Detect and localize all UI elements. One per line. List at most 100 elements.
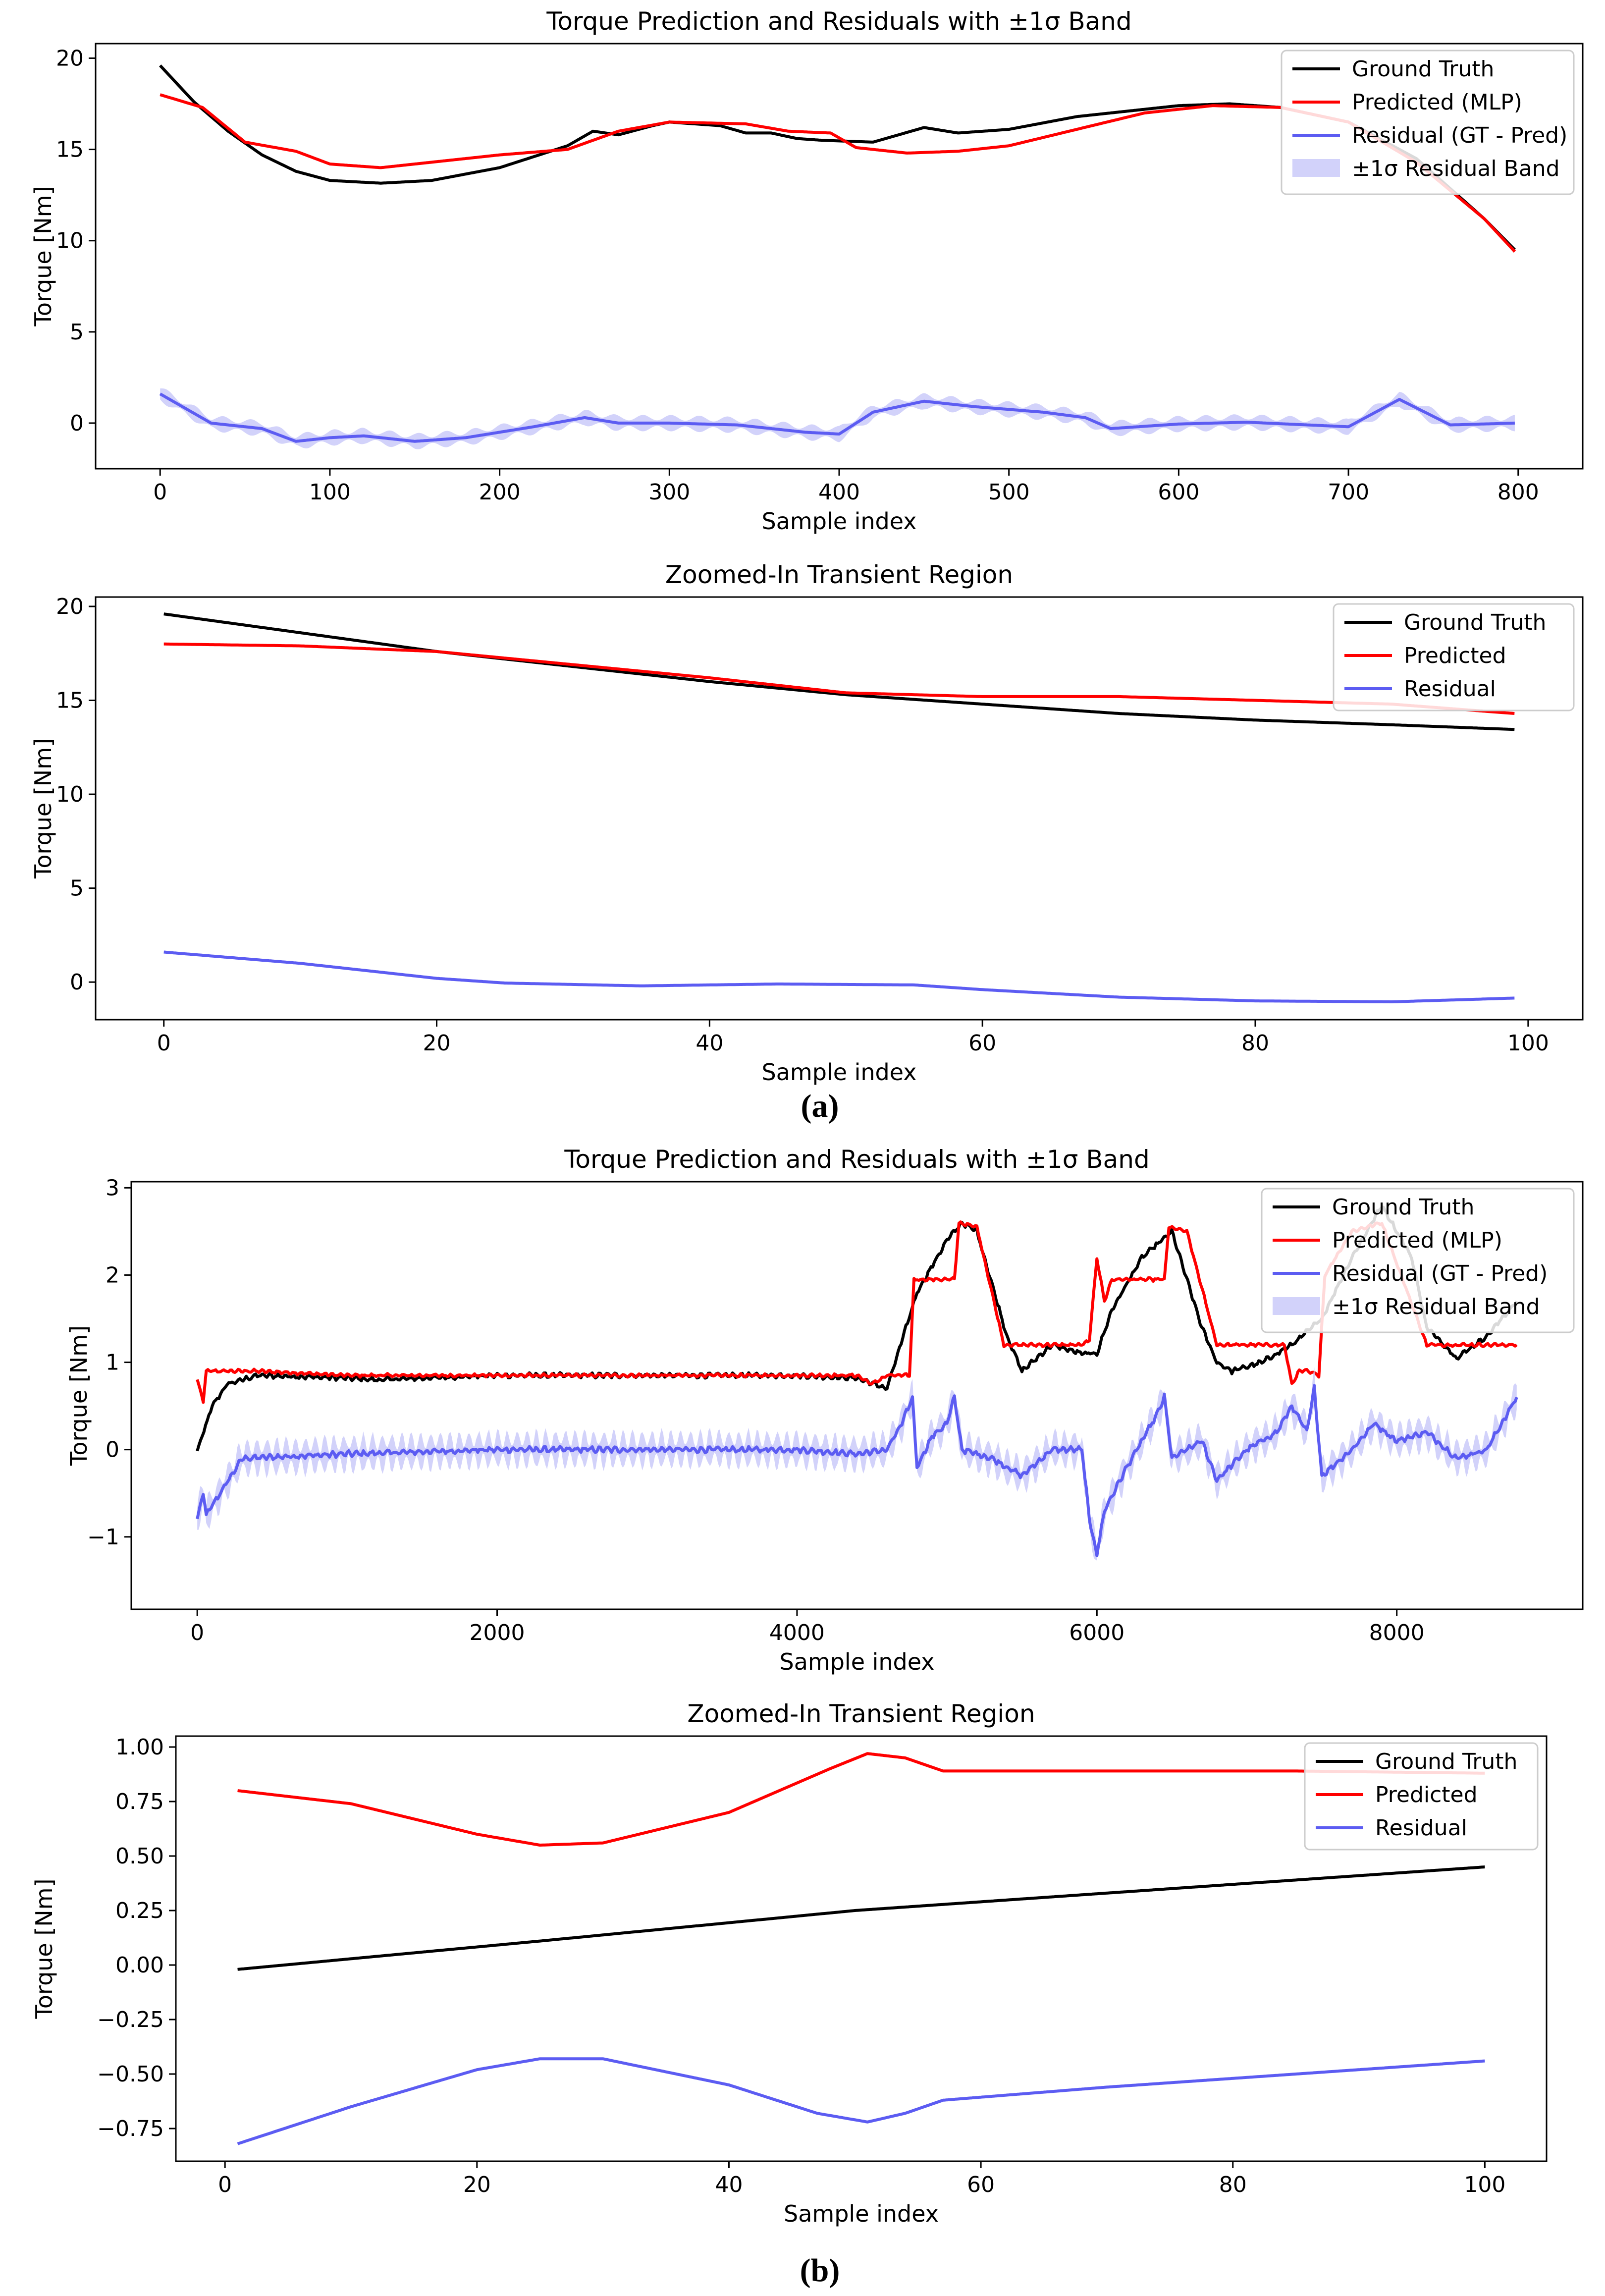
y-tick-label: −0.75	[97, 2116, 164, 2141]
chart-title: Torque Prediction and Residuals with ±1σ…	[546, 7, 1131, 36]
legend-entry: Ground Truth	[1332, 1195, 1474, 1220]
x-tick-label: 80	[1219, 2172, 1247, 2197]
x-tick-label: 0	[218, 2172, 232, 2197]
plot-area	[196, 1205, 1518, 1561]
x-tick-label: 0	[153, 480, 167, 505]
series-line-residual-gt-pred	[196, 1384, 1518, 1557]
y-tick-label: −0.50	[97, 2062, 164, 2087]
y-tick-label: 3	[106, 1175, 119, 1201]
y-tick-label: −0.25	[97, 2007, 164, 2032]
axes-frame	[95, 596, 1584, 1021]
axes-frame	[175, 1735, 1548, 2162]
legend: Ground Truth Predicted (MLP) Residual (GT …	[1261, 1188, 1575, 1333]
legend-entry: Predicted	[1375, 1782, 1478, 1807]
x-tick-label: 2000	[470, 1620, 525, 1645]
y-tick-label: 0	[70, 970, 84, 995]
x-axis-label: Sample index	[762, 1059, 917, 1086]
legend-entry: ±1σ Residual Band	[1352, 156, 1560, 181]
x-tick-label: 20	[463, 2172, 491, 2197]
x-tick-label: 80	[1241, 1031, 1269, 1056]
y-axis-label: Torque [Nm]	[31, 1879, 57, 2020]
y-tick-label: 0	[106, 1437, 119, 1463]
y-tick-label: 2	[106, 1262, 119, 1288]
series-line-predicted	[237, 1752, 1485, 1847]
y-tick-label: 15	[56, 137, 84, 163]
x-tick-label: 200	[479, 480, 521, 505]
legend-entry: Ground Truth	[1404, 610, 1546, 635]
legend-entry: ±1σ Residual Band	[1332, 1294, 1540, 1319]
legend-entry: Ground Truth	[1375, 1749, 1517, 1774]
x-axis-label: Sample index	[762, 508, 917, 535]
chart-title: Zoomed-In Transient Region	[687, 1699, 1035, 1728]
x-tick-label: 40	[696, 1031, 723, 1056]
legend-entry: Residual	[1404, 676, 1496, 702]
y-tick-label: 1.00	[115, 1735, 164, 1760]
x-tick-label: 600	[1158, 480, 1199, 505]
chart-title: Torque Prediction and Residuals with ±1σ…	[564, 1145, 1149, 1174]
x-axis-label: Sample index	[780, 1648, 935, 1675]
y-axis-label: Torque [Nm]	[65, 1325, 92, 1466]
panel-label-a: (a)	[801, 1088, 839, 1124]
legend-box	[1261, 1188, 1575, 1333]
x-tick-label: 100	[309, 480, 351, 505]
legend-entry: Residual	[1375, 1815, 1467, 1841]
y-tick-label: 0.75	[115, 1789, 164, 1814]
legend: Ground Truth Predicted (MLP) Residual (GT …	[1281, 50, 1575, 195]
legend-entry: Predicted (MLP)	[1332, 1228, 1502, 1253]
series-line-residual-gt-pred	[159, 392, 1515, 443]
y-tick-label: 10	[56, 228, 84, 254]
y-tick-label: 10	[56, 782, 84, 807]
series-line-residual	[163, 950, 1515, 1003]
chart-3: Torque Prediction and Residuals with ±1σ…	[65, 1145, 1584, 1675]
legend-entry: Residual (GT - Pred)	[1332, 1261, 1548, 1286]
series-line-ground-truth	[163, 612, 1515, 731]
x-tick-label: 0	[190, 1620, 204, 1645]
y-tick-label: −1	[87, 1525, 119, 1550]
x-tick-label: 4000	[769, 1620, 825, 1645]
x-tick-label: 300	[648, 480, 690, 505]
y-axis-label: Torque [Nm]	[30, 186, 56, 327]
x-tick-label: 100	[1507, 1031, 1549, 1056]
legend-entry: Residual (GT - Pred)	[1352, 123, 1567, 148]
legend-band-swatch	[1292, 159, 1340, 177]
x-axis-label: Sample index	[784, 2200, 939, 2227]
residual-band	[160, 388, 1515, 449]
x-tick-label: 6000	[1069, 1620, 1124, 1645]
x-tick-label: 8000	[1369, 1620, 1425, 1645]
legend-box	[1333, 603, 1575, 711]
chart-4: Zoomed-In Transient Region 0 20 40 60 80 100 −0…	[31, 1699, 1548, 2227]
panel-label-b: (b)	[800, 2252, 840, 2289]
residual-band	[197, 1367, 1517, 1561]
x-tick-label: 400	[818, 480, 860, 505]
legend-band-swatch	[1273, 1297, 1320, 1315]
y-tick-label: 1	[106, 1350, 119, 1375]
legend: Ground Truth Predicted Residual	[1333, 603, 1575, 711]
legend-box	[1281, 50, 1575, 195]
legend-entry: Predicted	[1404, 643, 1506, 668]
y-tick-label: 5	[70, 876, 84, 901]
y-tick-label: 5	[70, 320, 84, 345]
y-tick-label: 20	[56, 46, 84, 71]
plot-area	[237, 1752, 1485, 2145]
series-line-predicted	[163, 642, 1515, 715]
x-tick-label: 800	[1498, 480, 1539, 505]
y-tick-label: 0	[70, 411, 84, 436]
legend-entry: Ground Truth	[1352, 56, 1494, 82]
series-line-ground-truth	[237, 1865, 1485, 1971]
y-tick-label: 0.25	[115, 1898, 164, 1923]
series-line-predicted-mlp	[196, 1220, 1518, 1404]
x-tick-label: 60	[968, 1031, 996, 1056]
x-tick-label: 20	[423, 1031, 451, 1056]
y-tick-label: 0.50	[115, 1844, 164, 1869]
x-tick-label: 700	[1328, 480, 1369, 505]
y-tick-label: 0.00	[115, 1953, 164, 1978]
y-axis-label: Torque [Nm]	[30, 738, 56, 879]
series-line-residual	[237, 2057, 1485, 2145]
axes-frame	[130, 1181, 1584, 1610]
chart-2: Zoomed-In Transient Region 0 20 40 60 80 100 0 5…	[30, 560, 1584, 1086]
y-tick-label: 15	[56, 688, 84, 713]
x-tick-label: 100	[1464, 2172, 1505, 2197]
plot-area	[163, 612, 1515, 1003]
x-tick-label: 0	[157, 1031, 171, 1056]
